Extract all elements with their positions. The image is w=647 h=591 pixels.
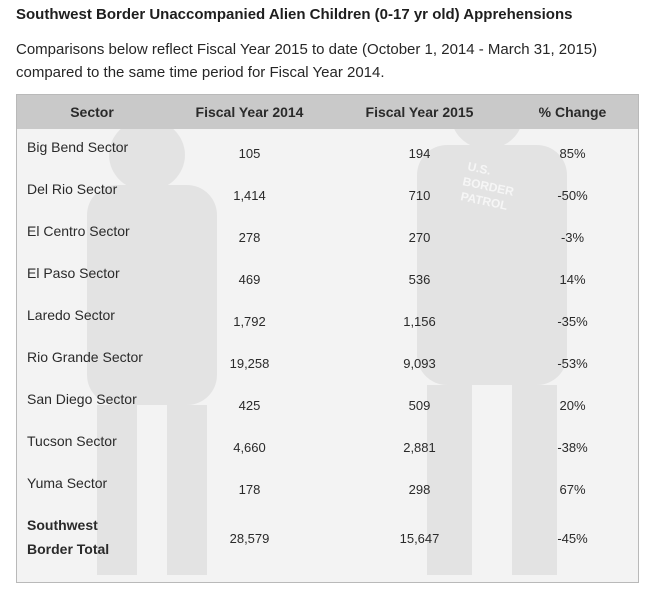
table-row: Tucson Sector 4,660 2,881 -38% (17, 423, 638, 465)
fy2015-value: 270 (408, 229, 431, 245)
total-label-line-2: Border Total (27, 541, 110, 557)
column-header-change: % Change (538, 104, 607, 120)
percent-change: 85% (559, 145, 586, 161)
fy2014-value: 425 (238, 397, 261, 413)
page-title: Southwest Border Unaccompanied Alien Chi… (16, 6, 573, 23)
apprehensions-table: Sector Fiscal Year 2014 Fiscal Year 2015… (17, 95, 638, 563)
fy2015-value: 9,093 (403, 355, 436, 371)
percent-change: 14% (559, 271, 586, 287)
table-row: Big Bend Sector 105 194 85% (17, 129, 638, 171)
percent-change: -53% (557, 355, 588, 371)
total-percent-change: -45% (557, 530, 588, 546)
sector-name: Yuma Sector (27, 475, 108, 491)
total-row: Southwest Border Total 28,579 15,647 -45… (17, 507, 638, 563)
intro-text: Comparisons below reflect Fiscal Year 20… (16, 41, 598, 81)
sector-name: Tucson Sector (27, 433, 117, 449)
percent-change: -35% (557, 313, 588, 329)
sector-name: San Diego Sector (27, 391, 137, 407)
table-header-row: Sector Fiscal Year 2014 Fiscal Year 2015… (17, 95, 638, 129)
fy2014-value: 105 (238, 145, 261, 161)
percent-change: -50% (557, 187, 588, 203)
total-sector-label: Southwest Border Total (17, 507, 167, 563)
fy2015-value: 194 (408, 145, 431, 161)
fy2014-value: 4,660 (233, 439, 266, 455)
percent-change: -38% (557, 439, 588, 455)
table-row: Rio Grande Sector 19,258 9,093 -53% (17, 339, 638, 381)
table-row: Yuma Sector 178 298 67% (17, 465, 638, 507)
fy2015-value: 536 (408, 271, 431, 287)
fy2014-value: 1,792 (233, 313, 266, 329)
fy2015-value: 710 (408, 187, 431, 203)
apprehensions-table-container: U.S. BORDER PATROL Sector Fiscal Year 20… (16, 94, 639, 583)
column-header-sector: Sector (70, 104, 114, 120)
sector-name: El Paso Sector (27, 265, 120, 281)
sector-name: El Centro Sector (27, 223, 130, 239)
fy2014-value: 178 (238, 481, 261, 497)
sector-name: Big Bend Sector (27, 139, 129, 155)
sector-name: Laredo Sector (27, 307, 115, 323)
table-row: Del Rio Sector 1,414 710 -50% (17, 171, 638, 213)
percent-change: -3% (560, 229, 585, 245)
fy2015-value: 1,156 (403, 313, 436, 329)
fy2014-value: 19,258 (229, 355, 270, 371)
sector-name: Del Rio Sector (27, 181, 118, 197)
percent-change: 20% (559, 397, 586, 413)
fy2014-value: 1,414 (233, 187, 266, 203)
fy2014-value: 278 (238, 229, 261, 245)
column-header-fy2015: Fiscal Year 2015 (365, 104, 474, 120)
table-row: El Paso Sector 469 536 14% (17, 255, 638, 297)
fy2015-value: 2,881 (403, 439, 436, 455)
table-row: El Centro Sector 278 270 -3% (17, 213, 638, 255)
total-fy2014-value: 28,579 (229, 530, 270, 546)
total-fy2015-value: 15,647 (399, 530, 440, 546)
fy2014-value: 469 (238, 271, 261, 287)
table-row: Laredo Sector 1,792 1,156 -35% (17, 297, 638, 339)
fy2015-value: 298 (408, 481, 431, 497)
column-header-fy2014: Fiscal Year 2014 (195, 104, 304, 120)
percent-change: 67% (559, 481, 586, 497)
sector-name: Rio Grande Sector (27, 349, 143, 365)
total-label-line-1: Southwest (27, 517, 98, 533)
table-row: San Diego Sector 425 509 20% (17, 381, 638, 423)
fy2015-value: 509 (408, 397, 431, 413)
